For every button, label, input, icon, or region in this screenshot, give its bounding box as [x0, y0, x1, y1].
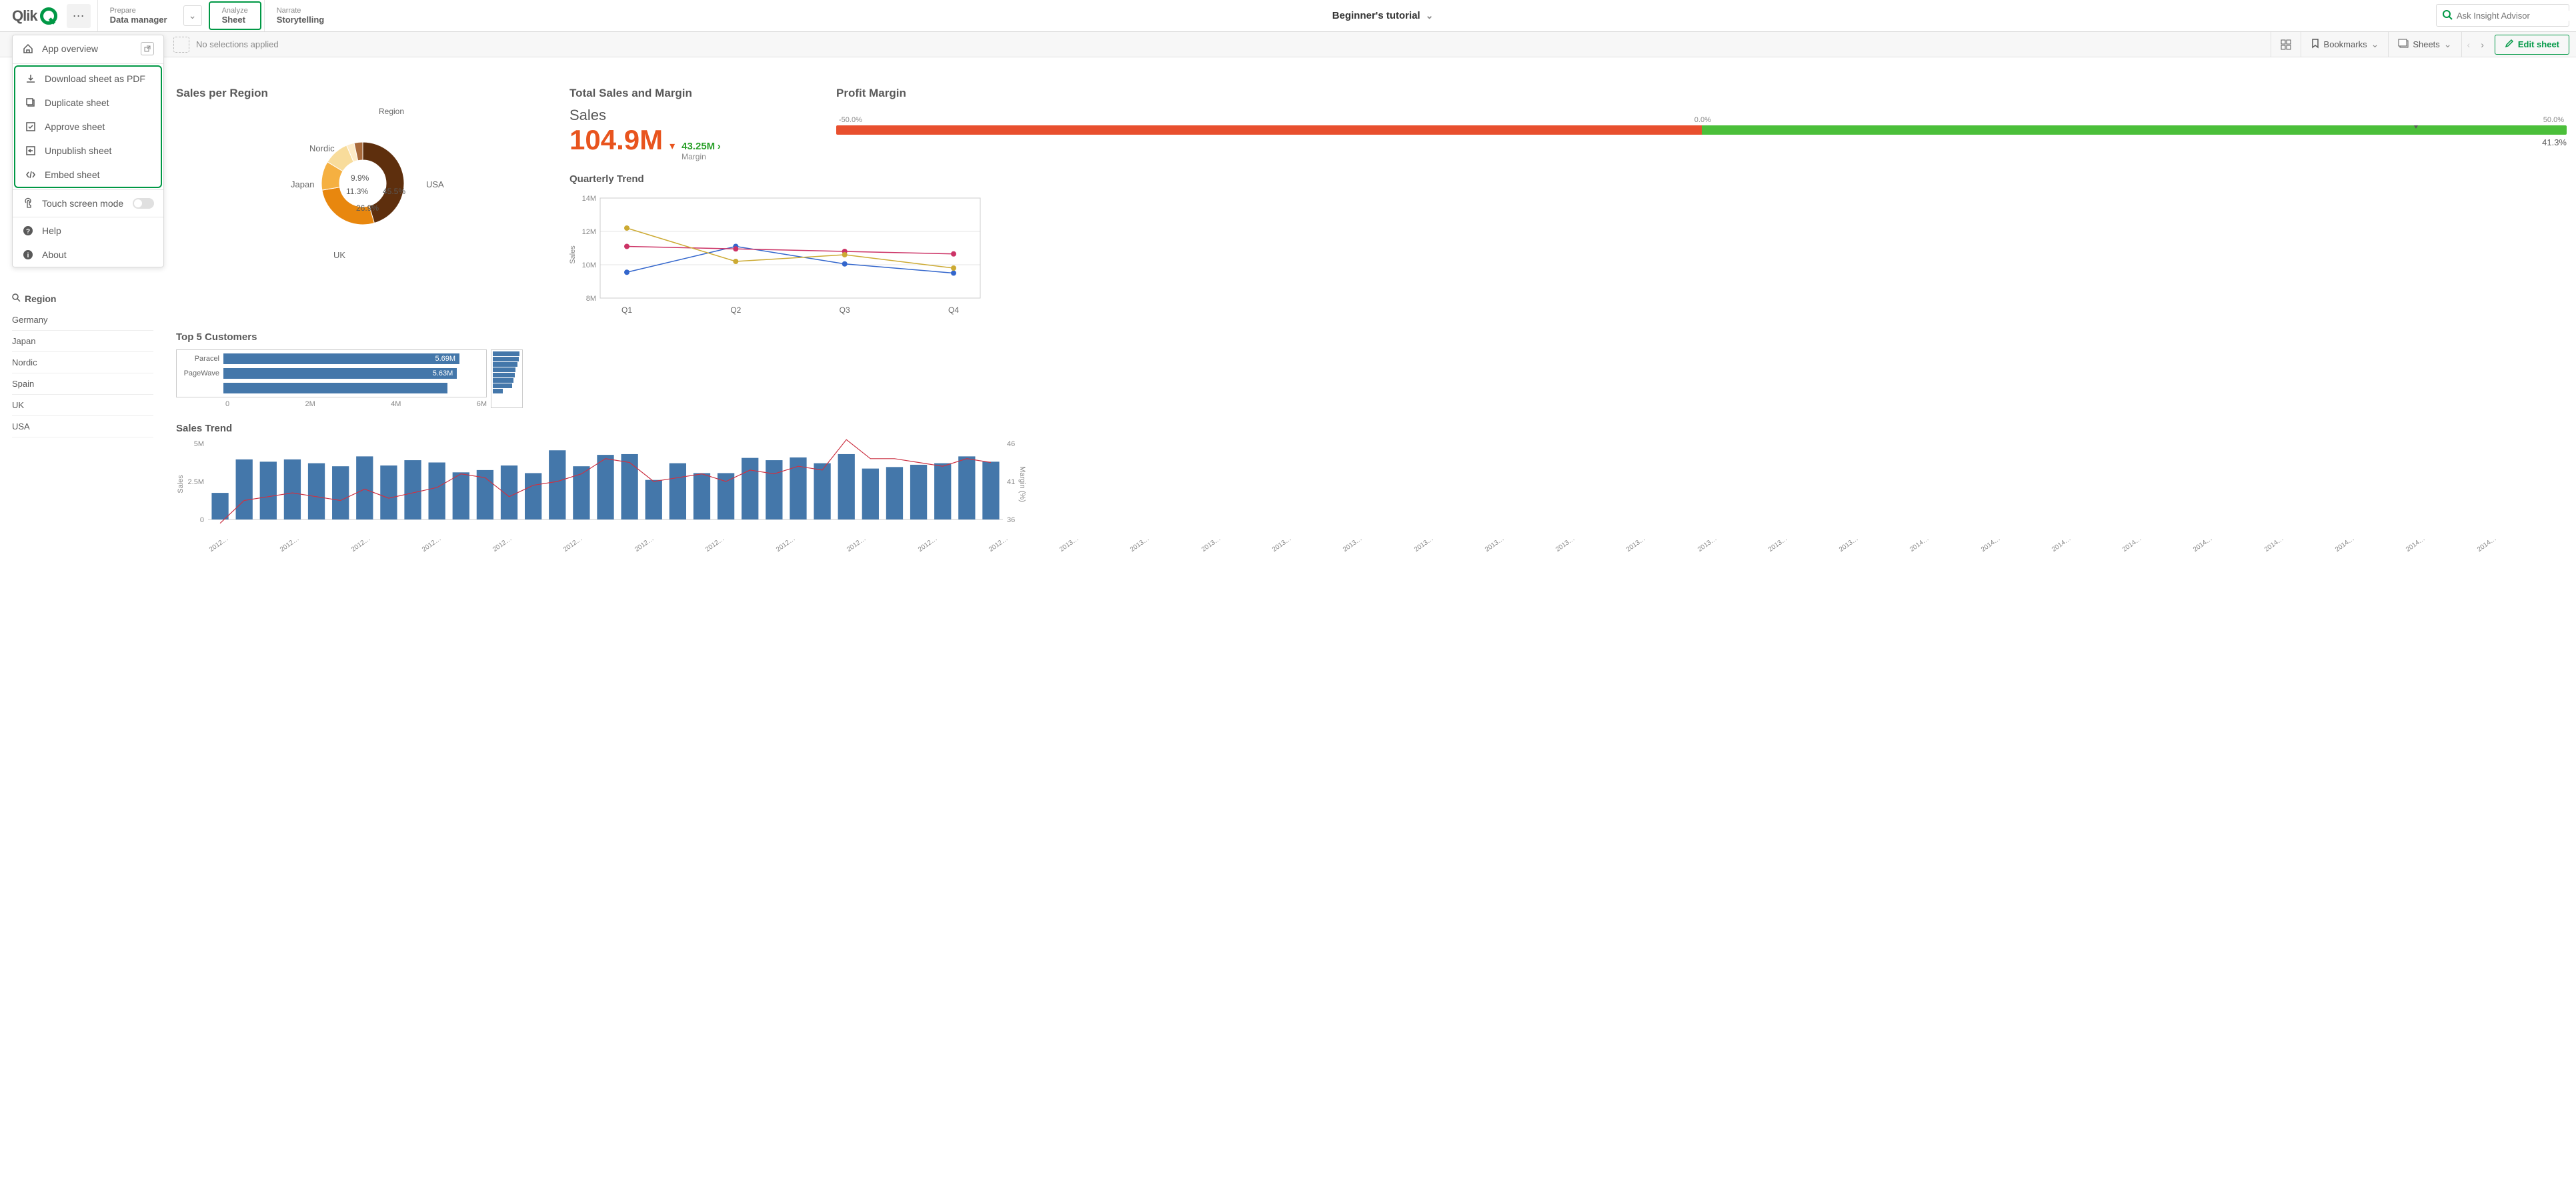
home-icon: [22, 43, 34, 54]
app-title[interactable]: Beginner's tutorial⌄: [336, 0, 2429, 31]
top-5-customers-chart[interactable]: Top 5 Customers Paracel5.69MPageWave5.63…: [176, 331, 523, 408]
svg-text:Q4: Q4: [948, 305, 959, 315]
sales-trend-chart[interactable]: Sales Trend 02.5M5M364146SalesMargin (%)…: [176, 423, 2567, 555]
duplicate-icon: [25, 97, 37, 108]
download-icon: [25, 73, 37, 84]
search-icon: [12, 293, 21, 304]
region-item[interactable]: UK: [12, 395, 153, 416]
total-sales-margin-kpi[interactable]: Total Sales and Margin Sales 104.9M ▾ 43…: [569, 87, 816, 318]
svg-text:i: i: [27, 252, 29, 259]
menu-about[interactable]: i About: [13, 243, 163, 267]
menu-download-pdf[interactable]: Download sheet as PDF: [15, 67, 161, 91]
svg-text:0: 0: [200, 516, 204, 524]
menu-duplicate-sheet[interactable]: Duplicate sheet: [15, 91, 161, 115]
svg-text:?: ?: [26, 228, 30, 235]
region-item[interactable]: Spain: [12, 373, 153, 395]
region-item[interactable]: Japan: [12, 331, 153, 352]
edit-sheet-button[interactable]: Edit sheet: [2495, 35, 2569, 55]
help-icon: ?: [22, 225, 34, 236]
global-menu: App overview Download sheet as PDF Dupli…: [12, 35, 164, 267]
insight-search[interactable]: [2436, 4, 2569, 27]
prepare-dropdown[interactable]: ⌄: [183, 5, 202, 26]
donut-svg: [296, 117, 429, 250]
svg-text:12M: 12M: [582, 228, 596, 236]
menu-unpublish-sheet[interactable]: Unpublish sheet: [15, 139, 161, 163]
svg-text:8M: 8M: [586, 295, 596, 303]
sales-per-region-chart[interactable]: Sales per Region Region USAUKJapanNordic…: [176, 87, 549, 318]
global-menu-button[interactable]: ⋯: [67, 4, 91, 28]
svg-text:Sales: Sales: [177, 475, 185, 493]
sheets-button[interactable]: Sheets⌄: [2388, 32, 2461, 57]
insight-search-input[interactable]: [2457, 11, 2574, 21]
open-external-icon[interactable]: [141, 42, 154, 55]
approve-icon: [25, 121, 37, 132]
svg-text:2.5M: 2.5M: [188, 478, 204, 486]
profit-margin-gauge[interactable]: Profit Margin -50.0%0.0%50.0% 41.3%: [836, 87, 2567, 318]
prev-sheet-button[interactable]: ‹: [2461, 32, 2476, 57]
qlik-logo: Qlik: [12, 7, 57, 25]
region-filter-header[interactable]: Region: [12, 288, 153, 309]
svg-text:41: 41: [1007, 478, 1015, 486]
bookmarks-button[interactable]: Bookmarks⌄: [2301, 32, 2389, 57]
sheets-icon: [2398, 39, 2409, 50]
svg-text:Q3: Q3: [840, 305, 850, 315]
bookmark-icon: [2311, 39, 2320, 50]
menu-embed-sheet[interactable]: Embed sheet: [15, 163, 161, 187]
svg-text:5M: 5M: [194, 440, 204, 448]
svg-text:Margin (%): Margin (%): [1018, 466, 1026, 502]
selections-tool-icon[interactable]: [173, 37, 189, 53]
tab-analyze[interactable]: Analyze Sheet: [209, 1, 261, 30]
region-item[interactable]: USA: [12, 416, 153, 437]
embed-icon: [25, 169, 37, 180]
tab-prepare[interactable]: Prepare Data manager: [97, 0, 179, 31]
next-sheet-button[interactable]: ›: [2475, 32, 2489, 57]
top5-minichart[interactable]: [491, 349, 523, 408]
svg-text:Q1: Q1: [621, 305, 632, 315]
menu-touch-mode[interactable]: Touch screen mode: [13, 191, 163, 215]
touch-icon: [22, 198, 34, 209]
no-selections-text: No selections applied: [196, 39, 279, 49]
svg-text:46: 46: [1007, 440, 1015, 448]
unpublish-icon: [25, 145, 37, 156]
region-item[interactable]: Nordic: [12, 352, 153, 373]
search-icon: [2442, 9, 2453, 22]
svg-text:10M: 10M: [582, 261, 596, 269]
svg-text:14M: 14M: [582, 195, 596, 203]
touch-toggle[interactable]: [133, 198, 154, 209]
region-filter: Region GermanyJapanNordicSpainUKUSA: [12, 288, 153, 437]
menu-help[interactable]: ? Help: [13, 219, 163, 243]
info-icon: i: [22, 249, 34, 260]
svg-text:Q2: Q2: [730, 305, 741, 315]
svg-text:Sales: Sales: [569, 245, 577, 264]
menu-app-overview[interactable]: App overview: [13, 35, 163, 62]
tab-narrate[interactable]: Narrate Storytelling: [264, 0, 337, 31]
grid-view-button[interactable]: [2271, 32, 2301, 57]
quarterly-trend-chart[interactable]: Quarterly Trend 8M10M12M14MSalesQ1Q2Q3Q4: [569, 173, 816, 318]
svg-text:36: 36: [1007, 516, 1015, 524]
pencil-icon: [2505, 39, 2514, 50]
menu-approve-sheet[interactable]: Approve sheet: [15, 115, 161, 139]
region-item[interactable]: Germany: [12, 309, 153, 331]
